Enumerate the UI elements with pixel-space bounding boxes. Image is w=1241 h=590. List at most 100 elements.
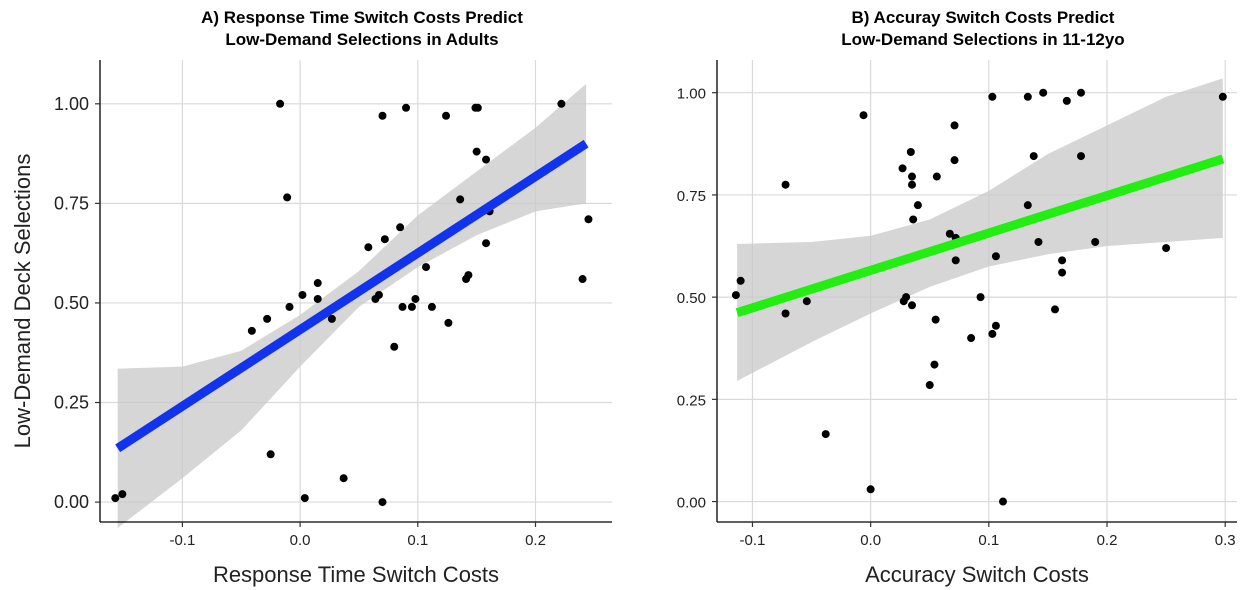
- data-point: [991, 321, 1000, 330]
- data-point: [1162, 244, 1171, 253]
- y-tick-label: 0.00: [677, 495, 706, 512]
- y-tick-label: 1.00: [677, 86, 706, 103]
- y-tick-label: 0.50: [677, 290, 706, 307]
- data-point: [300, 494, 309, 503]
- y-tick-label: 0.25: [677, 392, 706, 409]
- data-point: [456, 195, 465, 204]
- data-point: [913, 201, 922, 210]
- data-point: [1077, 88, 1085, 97]
- data-point: [327, 314, 336, 323]
- data-point: [1023, 201, 1032, 210]
- data-point: [1058, 256, 1067, 265]
- data-point: [313, 294, 322, 303]
- data-point: [557, 99, 566, 108]
- data-point: [967, 334, 976, 343]
- data-point: [396, 223, 405, 232]
- data-point: [407, 302, 416, 311]
- data-point: [313, 279, 322, 288]
- data-point: [339, 474, 348, 483]
- regression-line: [115, 139, 589, 453]
- data-point: [1062, 96, 1071, 105]
- data-point: [976, 293, 985, 302]
- data-point: [999, 497, 1007, 506]
- chart-title-line: Low-Demand Selections in Adults: [225, 30, 498, 49]
- data-point: [378, 111, 387, 120]
- confidence-band: [117, 83, 587, 528]
- data-point: [736, 276, 745, 285]
- data-point: [390, 342, 399, 351]
- data-point: [908, 172, 916, 181]
- data-point: [411, 294, 420, 303]
- data-point: [991, 252, 1000, 261]
- data-point: [247, 326, 256, 335]
- data-point: [118, 490, 127, 499]
- data-point: [906, 147, 915, 156]
- data-point: [263, 314, 272, 323]
- data-point: [111, 494, 120, 503]
- data-point: [1029, 152, 1038, 161]
- data-point: [781, 309, 790, 318]
- data-point: [731, 291, 740, 300]
- data-point: [909, 215, 918, 224]
- data-point: [1077, 152, 1085, 161]
- y-tick-label: 0.75: [677, 188, 706, 205]
- data-point: [1034, 237, 1043, 246]
- data-point: [950, 121, 959, 130]
- data-point: [378, 498, 387, 507]
- data-point: [925, 381, 934, 390]
- data-point: [950, 156, 959, 165]
- data-point: [951, 256, 960, 265]
- data-point: [427, 302, 436, 311]
- data-point: [866, 485, 875, 494]
- x-tick-label: -0.1: [740, 532, 766, 549]
- data-point: [1023, 92, 1032, 101]
- data-point: [781, 180, 790, 189]
- chart-title-line: B) Accuray Switch Costs Predict: [852, 8, 1115, 27]
- y-tick-label: 0.75: [54, 193, 89, 213]
- data-point: [930, 360, 939, 369]
- x-tick-label: 0.1: [978, 532, 999, 549]
- panel-a: -0.1 0.0 0.1 0.2 0.00 0.25 0.50 0.75 1.00 A) Resp…: [10, 8, 612, 587]
- data-point: [442, 111, 451, 120]
- data-point: [859, 111, 868, 120]
- chart-title-line: Low-Demand Selections in 11-12yo: [841, 30, 1124, 49]
- data-point: [821, 430, 830, 439]
- x-tick-label: 0.1: [407, 532, 428, 549]
- data-point: [908, 301, 916, 310]
- data-point: [482, 155, 491, 164]
- data-point: [898, 164, 907, 173]
- data-point: [945, 229, 954, 238]
- data-point: [283, 193, 292, 202]
- data-point: [402, 103, 411, 112]
- data-point: [1091, 237, 1100, 246]
- data-point: [802, 297, 811, 306]
- data-point: [908, 180, 916, 189]
- data-point: [1051, 305, 1059, 314]
- data-point: [902, 293, 911, 302]
- panel-b: -0.1 0.0 0.1 0.2 0.3 0.00 0.25 0.50 0.75 1.00 B) A…: [677, 8, 1237, 587]
- data-point: [374, 290, 383, 299]
- data-point: [464, 271, 473, 280]
- data-point: [380, 235, 389, 244]
- confidence-band: [737, 78, 1223, 381]
- x-tick-label: 0.0: [290, 532, 311, 549]
- y-tick-label: 0.50: [54, 293, 89, 313]
- x-axis-title: Response Time Switch Costs: [213, 562, 499, 587]
- x-tick-label: 0.2: [1097, 532, 1118, 549]
- data-point: [1039, 88, 1048, 97]
- data-point: [1058, 268, 1067, 277]
- y-tick-label: 0.25: [54, 393, 89, 413]
- data-point: [266, 450, 275, 459]
- data-point: [472, 147, 481, 156]
- data-point: [482, 239, 491, 248]
- data-point: [584, 215, 593, 224]
- data-point: [298, 290, 307, 299]
- data-point: [931, 315, 940, 324]
- y-axis-title: Low-Demand Deck Selections: [10, 154, 35, 449]
- x-axis-title: Accuracy Switch Costs: [865, 562, 1089, 587]
- data-point: [285, 302, 294, 311]
- data-point: [578, 275, 587, 284]
- data-point: [932, 172, 941, 181]
- data-point: [364, 243, 373, 252]
